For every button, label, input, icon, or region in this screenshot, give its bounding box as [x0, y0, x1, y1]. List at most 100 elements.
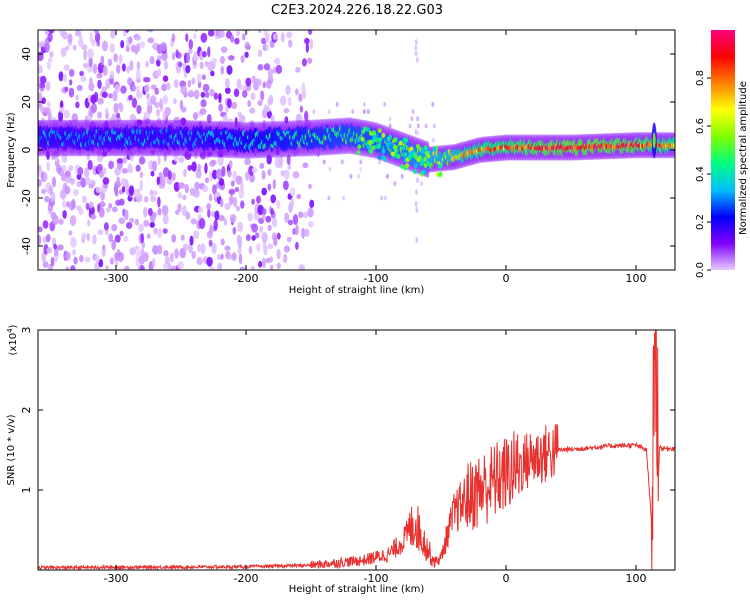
noise-cell — [97, 229, 104, 236]
noise-cell — [78, 33, 83, 41]
noise-cell — [149, 56, 155, 65]
noise-cell — [295, 241, 299, 250]
noise-cell — [72, 44, 77, 51]
noise-cell — [86, 219, 91, 227]
noise-cell — [182, 62, 186, 72]
noise-cell — [164, 106, 172, 117]
noise-cell — [157, 55, 162, 61]
signal-scatter — [371, 130, 376, 136]
noise-cell — [148, 207, 153, 216]
noise-cell — [127, 162, 133, 173]
noise-cell — [136, 61, 141, 71]
noise-cell — [146, 92, 150, 100]
noise-cell — [40, 171, 45, 182]
noise-cell — [65, 170, 71, 178]
noise-cell — [415, 237, 419, 243]
noise-cell — [89, 77, 93, 86]
noise-cell — [157, 196, 161, 208]
noise-cell — [116, 248, 121, 260]
noise-cell — [72, 249, 76, 256]
noise-cell — [143, 196, 149, 203]
noise-cell — [87, 160, 93, 171]
noise-cell — [152, 257, 156, 268]
noise-cell — [270, 208, 274, 216]
noise-cell — [261, 232, 268, 243]
noise-cell — [84, 167, 90, 179]
noise-cell — [38, 226, 43, 233]
noise-cell — [272, 179, 277, 190]
noise-cell — [226, 98, 232, 109]
noise-cell — [220, 238, 225, 246]
y-tick-label: -20 — [20, 189, 33, 207]
noise-cell — [342, 195, 346, 201]
noise-cell — [298, 211, 304, 219]
noise-cell — [268, 94, 274, 106]
noise-cell — [209, 224, 214, 235]
noise-cell — [224, 202, 231, 211]
noise-cell — [136, 85, 140, 94]
noise-cell — [259, 162, 265, 170]
y-axis-label: SNR (10 * v/v) — [6, 414, 17, 485]
noise-cell — [191, 77, 196, 85]
y-tick-label: 1 — [20, 487, 33, 494]
noise-cell — [199, 107, 207, 115]
signal-scatter — [383, 156, 388, 162]
colorbar-tick-label: 0.8 — [695, 70, 706, 86]
noise-cell — [432, 123, 436, 129]
noise-cell — [304, 110, 309, 122]
noise-cell — [249, 107, 256, 114]
noise-cell — [236, 234, 242, 246]
noise-cell — [269, 256, 274, 263]
noise-cell — [52, 214, 59, 226]
noise-cell — [159, 23, 165, 30]
noise-cell — [185, 211, 191, 220]
signal-scatter — [393, 148, 398, 154]
signal-scatter — [416, 143, 421, 149]
noise-cell — [187, 90, 195, 98]
noise-cell — [103, 167, 107, 175]
noise-cell — [213, 219, 218, 231]
noise-cell — [240, 55, 245, 64]
noise-cell — [119, 103, 124, 113]
y-multiplier-label: (x104) — [6, 324, 19, 355]
noise-cell — [416, 177, 419, 183]
noise-cell — [267, 224, 272, 232]
noise-cell — [174, 248, 179, 259]
signal-scatter — [401, 145, 406, 151]
noise-cell — [226, 65, 233, 75]
noise-cell — [111, 206, 118, 213]
noise-cell — [232, 226, 237, 235]
noise-cell — [38, 179, 42, 187]
noise-cell — [150, 195, 156, 203]
signal-scatter — [377, 137, 382, 143]
noise-cell — [276, 232, 281, 240]
noise-cell — [267, 243, 274, 250]
noise-cell — [265, 215, 272, 223]
noise-cell — [178, 156, 185, 163]
noise-cell — [305, 42, 309, 53]
noise-cell — [161, 83, 168, 92]
noise-cell — [270, 194, 277, 204]
noise-cell — [92, 234, 97, 245]
x-tick-label: -200 — [234, 272, 259, 285]
noise-cell — [101, 86, 108, 93]
snr-series-line — [38, 330, 675, 570]
noise-cell — [301, 227, 305, 239]
noise-cell — [227, 170, 232, 178]
noise-cell — [118, 54, 123, 65]
noise-cell — [188, 39, 194, 50]
noise-cell — [219, 198, 224, 208]
noise-cell — [105, 265, 109, 270]
noise-cell — [414, 39, 418, 45]
noise-cell — [199, 61, 204, 70]
noise-cell — [38, 164, 42, 173]
noise-cell — [134, 218, 140, 226]
noise-cell — [239, 266, 246, 270]
noise-cell — [49, 51, 54, 58]
noise-cell — [94, 254, 100, 263]
noise-cell — [198, 218, 206, 230]
noise-cell — [60, 47, 67, 58]
y-tick-label: 40 — [20, 47, 33, 61]
noise-cell — [62, 73, 67, 83]
noise-cell — [112, 90, 118, 102]
